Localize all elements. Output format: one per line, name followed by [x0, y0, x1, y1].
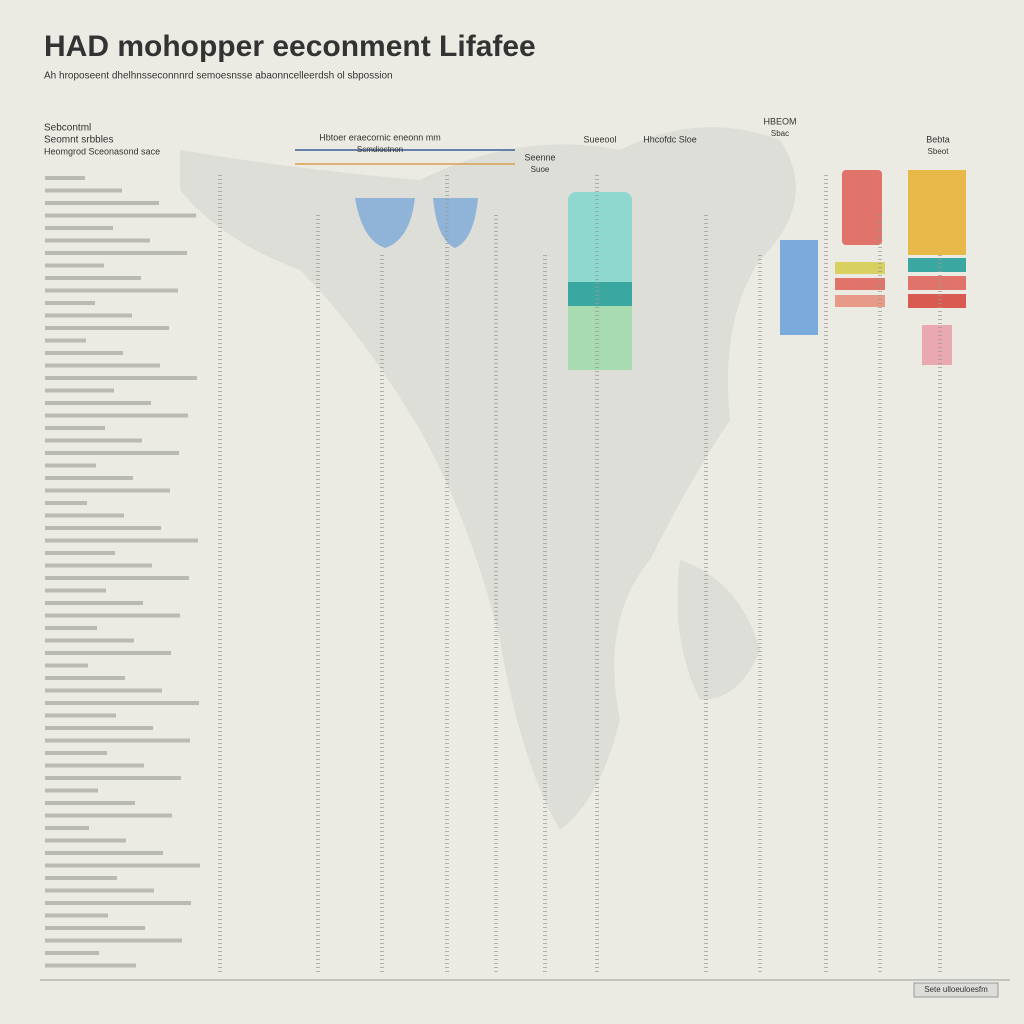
row-stripe	[45, 938, 182, 943]
band	[835, 262, 885, 274]
row-stripe	[45, 276, 141, 280]
row-stripe	[45, 663, 88, 668]
row-stripe	[45, 763, 144, 768]
row-stripe	[45, 238, 150, 243]
row-stripe	[45, 301, 95, 305]
row-stripe	[45, 463, 96, 468]
left-caption: Heomgrod Sceonasond sace	[44, 146, 160, 156]
row-stripe	[45, 526, 161, 530]
row-stripe	[45, 388, 114, 393]
row-stripe	[45, 688, 162, 693]
column-sublabel: Sbac	[771, 129, 789, 138]
row-stripe	[45, 401, 151, 405]
row-stripe	[45, 713, 116, 718]
footer-box	[913, 982, 999, 998]
row-stripe	[45, 813, 172, 818]
row-stripe	[45, 738, 190, 743]
row-stripe	[45, 638, 134, 643]
blue-cup	[355, 198, 415, 248]
row-stripe	[45, 176, 85, 180]
subtitle: Ah hroposeent dhelhnsseconnnrd semoesnss…	[44, 71, 393, 82]
row-stripe	[45, 863, 200, 868]
row-stripe	[45, 376, 197, 380]
row-stripe	[45, 338, 86, 343]
row-stripe	[45, 826, 89, 830]
row-stripe	[45, 538, 198, 543]
blue-cup	[433, 198, 478, 248]
row-stripe	[45, 313, 132, 318]
row-stripe	[45, 601, 143, 605]
band	[908, 294, 966, 308]
row-stripe	[45, 413, 188, 418]
teal-band	[568, 282, 632, 306]
row-stripe	[45, 188, 122, 193]
footer-label: Sete ulloeuloesfm	[924, 985, 988, 994]
row-stripe	[45, 576, 189, 580]
column-label: HBEOM	[763, 116, 796, 126]
row-stripe	[45, 888, 154, 893]
row-stripe	[45, 263, 104, 268]
row-stripe	[45, 438, 142, 443]
row-stripe	[45, 838, 126, 843]
left-subheading: Seomnt srbbles	[44, 135, 113, 146]
row-stripe	[45, 963, 136, 968]
row-stripe	[45, 801, 135, 805]
band	[908, 258, 966, 272]
band	[835, 295, 885, 307]
row-stripe	[45, 613, 180, 618]
row-stripe	[45, 451, 179, 455]
row-stripe	[45, 563, 152, 568]
column-label: Bebta	[926, 134, 950, 144]
row-stripe	[45, 701, 199, 705]
row-stripe	[45, 426, 105, 430]
row-stripe	[45, 676, 125, 680]
row-stripe	[45, 651, 171, 655]
pink-fade	[922, 325, 952, 365]
column-sublabel: Suoe	[531, 165, 550, 174]
background-map	[180, 127, 796, 831]
column-label: Sueeool	[583, 134, 616, 144]
row-stripe	[45, 226, 113, 230]
row-stripe	[45, 213, 196, 218]
row-stripe	[45, 363, 160, 368]
row-stripe	[45, 501, 87, 505]
row-stripe	[45, 776, 181, 780]
left-heading: Sebcontml	[44, 123, 91, 134]
column-label: Seenne	[524, 152, 555, 162]
row-stripe	[45, 788, 98, 793]
row-stripe	[45, 901, 191, 905]
yellow-column	[908, 170, 966, 255]
row-stripe	[45, 626, 97, 630]
row-stripe	[45, 476, 133, 480]
title: HAD mohopper eeconment Lifafee	[44, 30, 536, 63]
row-stripe	[45, 326, 169, 330]
column-sublabel: Sbeot	[928, 147, 950, 156]
row-stripe	[45, 913, 108, 918]
row-stripe	[45, 288, 178, 293]
row-stripe	[45, 488, 170, 493]
row-stripe	[45, 726, 153, 730]
row-stripe	[45, 588, 106, 593]
row-stripe	[45, 513, 124, 518]
column-label: Hbtoer eraecornic eneonn mm	[319, 132, 441, 142]
row-stripe	[45, 876, 117, 880]
column-label: Hhcofdc Sloe	[643, 134, 697, 144]
row-stripe	[45, 551, 115, 555]
row-stripe	[45, 851, 163, 855]
green-base	[568, 306, 632, 370]
band	[835, 278, 885, 290]
row-stripe	[45, 351, 123, 355]
row-stripe	[45, 926, 145, 930]
column-sublabel: Scmdioctnon	[357, 145, 403, 154]
row-stripe	[45, 201, 159, 205]
band	[908, 276, 966, 290]
blue-column	[780, 240, 818, 335]
row-stripe	[45, 951, 99, 955]
row-stripe	[45, 251, 187, 255]
row-stripe	[45, 751, 107, 755]
red-column	[842, 170, 882, 245]
